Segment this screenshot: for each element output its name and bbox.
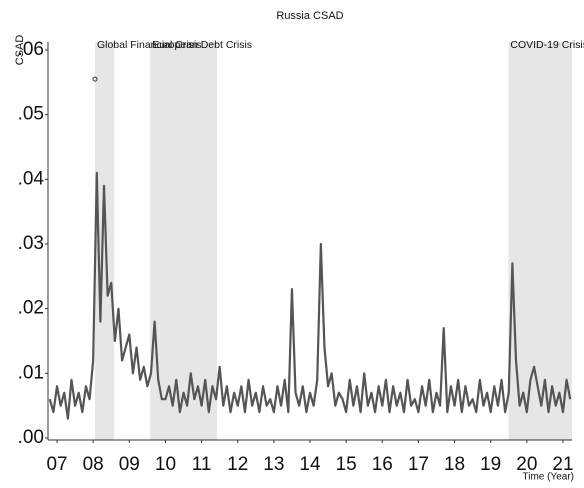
x-tick-label: 09	[119, 454, 140, 475]
x-tick-label: 21	[552, 454, 573, 475]
crisis-label: European Debt Crisis	[152, 39, 252, 51]
x-tick-label: 14	[299, 454, 321, 475]
y-tick-label: .05	[18, 104, 44, 125]
y-tick-label: .03	[18, 233, 44, 254]
x-tick-label: 13	[263, 454, 284, 475]
y-axis-label: CSAD	[14, 35, 26, 66]
chart-title: Russia CSAD	[276, 10, 343, 22]
outlier-point	[92, 76, 98, 82]
crisis-label: Global Financial Crisis	[97, 39, 201, 51]
x-tick-label: 18	[444, 454, 465, 475]
x-tick-label: 08	[83, 454, 104, 475]
x-tick-label: 15	[336, 454, 357, 475]
crisis-band	[94, 42, 115, 440]
y-tick-label: .04	[18, 168, 45, 189]
x-tick-label: 19	[480, 454, 501, 475]
x-tick-label: 07	[46, 454, 67, 475]
x-axis-label: Time (Year)	[523, 472, 575, 483]
x-tick-label: 10	[155, 454, 176, 475]
x-tick-label: 17	[408, 454, 429, 475]
x-tick-label: 12	[227, 454, 248, 475]
crisis-label: COVID-19 Crisis	[510, 39, 584, 51]
y-tick-label: .06	[18, 39, 44, 60]
x-tick-label: 20	[516, 454, 537, 475]
plot	[48, 42, 572, 440]
x-tick-label: 16	[372, 454, 393, 475]
crisis-band	[150, 42, 218, 440]
y-tick-label: .00	[18, 427, 44, 448]
y-tick-label: .02	[18, 298, 44, 319]
x-tick-label: 11	[192, 454, 212, 475]
csad-line	[48, 171, 572, 420]
y-tick-label: .01	[18, 362, 44, 383]
crisis-band	[508, 42, 572, 440]
